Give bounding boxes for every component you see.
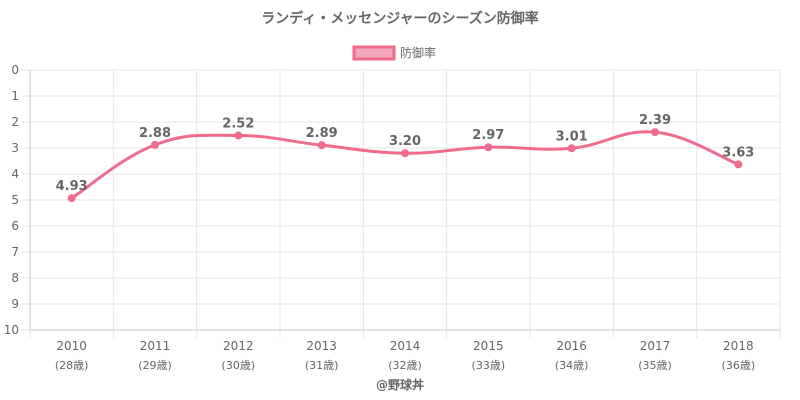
gridlines	[29, 69, 781, 331]
data-labels: 4.93 2.88 2.52 2.89 3.20 2.97 3.01 2.39 3.63	[56, 113, 755, 194]
x-tick-label: 2016	[556, 339, 587, 353]
data-label: 2.52	[222, 117, 254, 132]
data-label: 2.89	[306, 126, 338, 141]
data-label: 2.88	[139, 126, 171, 141]
x-tick-label: 2013	[306, 339, 337, 353]
chart-title: ランディ・メッセンジャーのシーズン防御率	[261, 10, 539, 27]
x-tick-sublabel: (31歳)	[305, 359, 339, 372]
x-tick-sublabel: (28歳)	[55, 359, 89, 372]
credit-text: @野球丼	[376, 377, 424, 392]
x-tick-label: 2011	[140, 339, 171, 353]
data-point[interactable]	[651, 128, 659, 137]
x-tick-sublabel: (32歳)	[388, 359, 422, 372]
x-tick-sublabel: (34歳)	[555, 359, 589, 372]
x-tick-label: 2015	[473, 339, 504, 353]
data-point[interactable]	[484, 143, 493, 152]
data-point[interactable]	[401, 149, 409, 158]
data-point[interactable]	[567, 144, 576, 153]
data-point[interactable]	[317, 141, 326, 150]
legend[interactable]: 防御率	[352, 45, 436, 61]
y-tick-label: 6	[11, 219, 19, 233]
data-point[interactable]	[734, 160, 743, 169]
y-tick-label: 10	[4, 323, 19, 337]
x-tick-sublabel: (29歳)	[138, 359, 172, 372]
series-era	[67, 128, 743, 203]
y-tick-label: 3	[11, 141, 19, 155]
x-tick-sublabel: (30歳)	[222, 359, 256, 372]
data-label: 3.20	[389, 134, 421, 149]
x-tick-label: 2012	[223, 339, 254, 353]
y-axis: 0 1 2 3 4 5 6 7 8 9 10	[4, 63, 31, 337]
y-tick-label: 4	[11, 167, 19, 181]
data-point[interactable]	[151, 140, 159, 149]
data-label: 4.93	[56, 179, 88, 194]
y-tick-label: 5	[11, 193, 19, 207]
data-label: 2.97	[472, 128, 504, 143]
y-tick-label: 1	[11, 89, 19, 103]
y-tick-label: 8	[11, 271, 19, 285]
y-tick-label: 2	[11, 115, 19, 129]
x-tick-label: 2014	[390, 339, 421, 353]
x-tick-sublabel: (33歳)	[472, 359, 506, 372]
data-point[interactable]	[234, 131, 243, 140]
y-tick-label: 9	[11, 297, 19, 311]
x-tick-label: 2010	[56, 339, 87, 353]
data-label: 3.01	[556, 129, 588, 144]
x-tick-label: 2017	[640, 339, 671, 353]
data-label: 2.39	[639, 113, 671, 128]
data-label: 3.63	[722, 145, 754, 160]
x-tick-label: 2018	[723, 339, 754, 353]
x-axis: 2010 (28歳) 2011 (29歳) 2012 (30歳) 2013 (31歳) 2014…	[29, 329, 781, 372]
y-tick-label: 7	[11, 245, 19, 259]
x-tick-sublabel: (36歳)	[722, 359, 756, 372]
y-tick-label: 0	[11, 63, 19, 77]
legend-label: 防御率	[400, 45, 436, 60]
data-point[interactable]	[67, 194, 76, 203]
x-tick-sublabel: (35歳)	[638, 359, 672, 372]
legend-swatch	[352, 45, 396, 61]
